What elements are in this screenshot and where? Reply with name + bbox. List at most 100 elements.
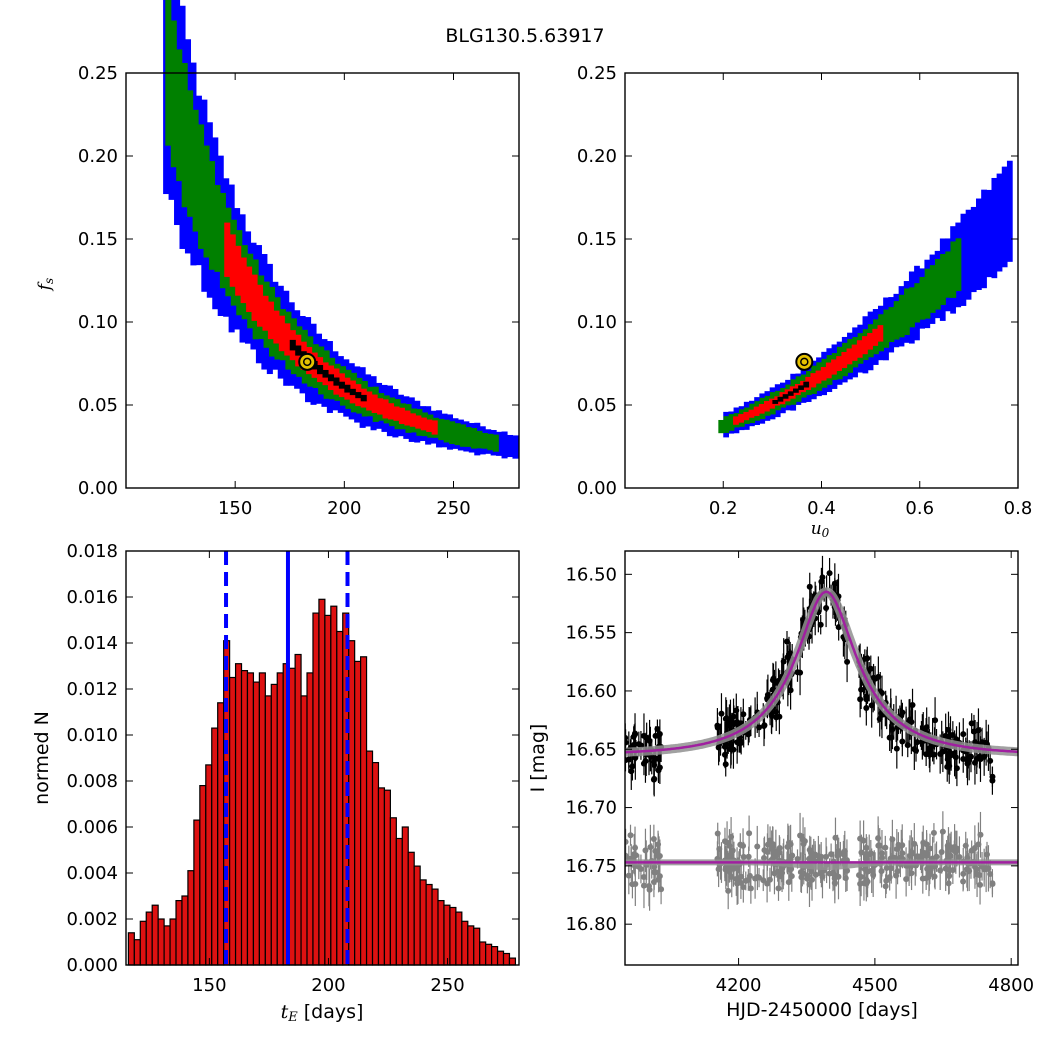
- xlabel-te: tE [days]: [281, 1001, 364, 1025]
- region-core: [360, 394, 367, 402]
- residual-point: [860, 880, 867, 887]
- histogram-bar: [425, 883, 433, 966]
- fs-u0-ytick-label: 0.20: [577, 146, 617, 167]
- region-middle: [192, 109, 199, 232]
- residual-point: [882, 883, 889, 890]
- residual-point: [655, 876, 662, 883]
- fs-u0-xtick-label: 0.4: [807, 498, 836, 519]
- region-inner: [820, 366, 827, 381]
- residual-point: [650, 879, 657, 886]
- residual-point: [775, 885, 782, 892]
- histogram-bar: [300, 695, 308, 966]
- histogram-bar: [294, 653, 302, 966]
- data-point: [632, 731, 639, 738]
- region-inner: [366, 391, 373, 411]
- hist-ytick-label: 0.000: [66, 955, 118, 976]
- hist-ytick-label: 0.004: [66, 863, 118, 884]
- region-middle: [449, 421, 456, 445]
- residual-point: [942, 865, 949, 872]
- region-outer: [1001, 166, 1008, 268]
- residual-point: [714, 830, 721, 837]
- ticks-lightcurve: 4200 4500 4800 16.50 16.55 16.60 16.65 16.70 16.…: [565, 551, 1034, 996]
- histogram-bar: [413, 865, 421, 966]
- histogram-bar: [312, 612, 320, 966]
- region-core: [787, 391, 794, 396]
- region-middle: [898, 294, 905, 338]
- data-point: [914, 739, 921, 746]
- region-outer: [986, 189, 993, 278]
- region-middle: [214, 185, 221, 272]
- data-point: [989, 773, 996, 780]
- histogram-bar: [234, 663, 243, 966]
- hist-ytick-label: 0.008: [66, 771, 118, 792]
- histogram-bar: [371, 761, 380, 966]
- plot-area-lightcurve: [625, 555, 1018, 911]
- residual-point: [939, 828, 946, 835]
- residual-point: [625, 838, 629, 845]
- residual-point: [760, 877, 767, 884]
- best-fit-marker: [298, 352, 317, 371]
- residual-point: [801, 838, 808, 845]
- histogram-bar: [383, 789, 391, 966]
- residual-point: [977, 831, 984, 838]
- data-point: [714, 722, 721, 729]
- data-point: [718, 710, 725, 717]
- hist-ytick-label: 0.018: [66, 541, 118, 562]
- data-point: [740, 711, 747, 718]
- histogram-bar: [336, 630, 344, 966]
- data-point: [625, 739, 629, 746]
- data-point: [727, 746, 734, 753]
- data-point: [756, 724, 763, 731]
- region-inner: [415, 415, 422, 429]
- lc-ytick-label: 16.60: [565, 681, 617, 702]
- best-fit-marker-inner: [800, 357, 809, 367]
- histogram-bar: [276, 672, 284, 966]
- histogram-bar: [145, 911, 153, 966]
- histogram-bar: [258, 672, 266, 966]
- residual-point: [740, 884, 747, 891]
- data-point: [844, 658, 851, 665]
- lc-ytick-label: 16.70: [565, 798, 617, 819]
- region-inner: [825, 362, 832, 379]
- residual-point: [924, 865, 931, 872]
- region-middle: [465, 427, 472, 447]
- histogram-bar: [270, 683, 278, 966]
- region-middle: [909, 287, 915, 328]
- axes-frame-lightcurve: [624, 550, 1019, 966]
- residual-point: [640, 873, 647, 880]
- residual-point: [637, 865, 644, 872]
- lc-ytick-label: 16.50: [565, 564, 617, 585]
- region-core: [777, 396, 784, 402]
- region-core: [338, 381, 345, 389]
- histogram-bar: [193, 819, 201, 966]
- data-point: [625, 734, 629, 741]
- lc-xtick-label: 4500: [852, 975, 898, 996]
- region-middle: [443, 419, 450, 443]
- histogram-bar: [419, 879, 427, 966]
- axes-frame-te-histogram: [125, 550, 520, 966]
- residual-point: [870, 872, 877, 879]
- residual-point: [923, 849, 930, 856]
- residual-point: [899, 842, 906, 849]
- histogram-bar: [360, 656, 368, 966]
- region-middle: [476, 430, 483, 449]
- residual-point: [927, 845, 934, 852]
- region-middle: [919, 276, 926, 320]
- residual-point: [728, 873, 735, 880]
- histogram-bar: [169, 918, 177, 966]
- fs-te-ytick-label: 0.00: [78, 478, 118, 499]
- plot-area-fs-vs-u0: [718, 160, 1013, 438]
- region-inner: [764, 400, 770, 412]
- histogram-bar: [288, 667, 296, 966]
- data-point: [960, 731, 967, 738]
- residual-point: [769, 843, 776, 850]
- histogram-bar: [151, 904, 159, 966]
- region-inner: [836, 356, 842, 371]
- region-outer: [1006, 160, 1013, 262]
- residual-point: [764, 841, 771, 848]
- region-middle: [454, 423, 461, 446]
- histogram-bar: [187, 870, 195, 966]
- residual-point: [956, 853, 963, 860]
- data-point: [948, 752, 955, 759]
- histogram-bar: [181, 895, 189, 966]
